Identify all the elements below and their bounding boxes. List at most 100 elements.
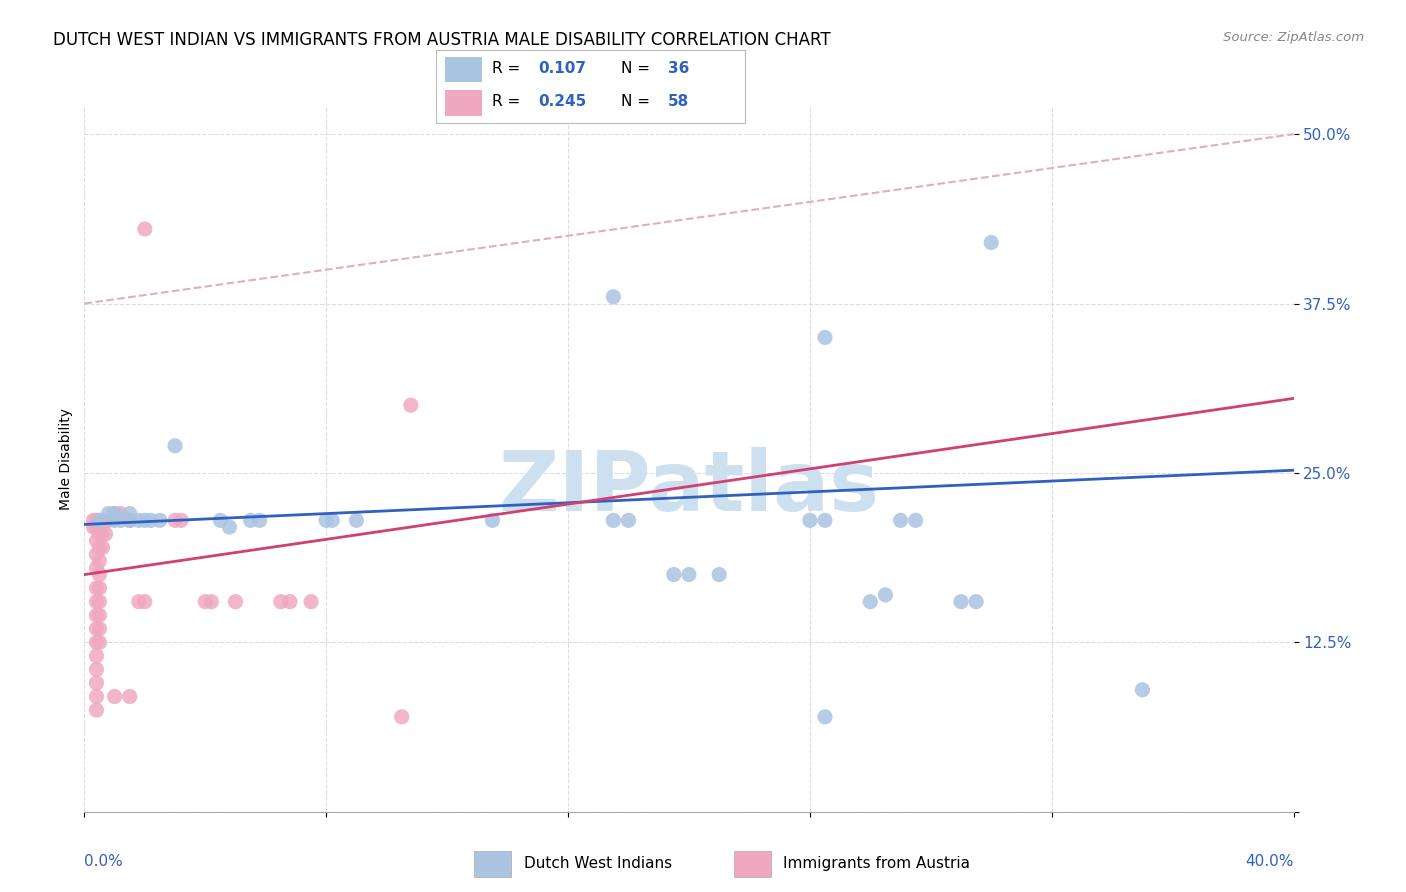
Point [104,513,127,527]
Point [128,513,150,527]
Text: 36: 36 [668,62,689,76]
Point [89,622,111,636]
Point [481,513,503,527]
Point [134,595,156,609]
Point [89,527,111,541]
Point [1130,682,1153,697]
Point [321,513,343,527]
Point [118,690,141,704]
Point [890,513,912,527]
Point [346,513,368,527]
Point [315,513,337,527]
Point [97,513,120,527]
Point [89,608,111,623]
Point [89,513,111,527]
Point [118,513,141,527]
Text: ZIPatlas: ZIPatlas [499,447,879,528]
Text: 58: 58 [668,94,689,109]
Point [134,513,156,527]
Point [128,595,150,609]
Point [82,520,104,534]
Point [104,507,127,521]
Y-axis label: Male Disability: Male Disability [59,409,73,510]
FancyBboxPatch shape [436,50,745,123]
Text: R =: R = [492,94,524,109]
Point [91,527,114,541]
Point [110,507,132,521]
Point [86,648,108,663]
Point [97,507,120,521]
Point [86,581,108,595]
Point [249,513,271,527]
Point [118,507,141,521]
Point [86,635,108,649]
Point [225,595,247,609]
Point [965,595,987,609]
Point [278,595,301,609]
Point [814,513,837,527]
Point [602,290,624,304]
Point [89,541,111,555]
Point [82,513,104,527]
Point [89,635,111,649]
Point [94,513,117,527]
FancyBboxPatch shape [734,851,770,877]
Point [94,527,117,541]
Point [218,520,240,534]
Point [165,439,187,453]
Point [110,513,132,527]
Point [209,513,232,527]
Text: R =: R = [492,62,524,76]
Point [89,554,111,568]
Point [86,513,108,527]
Point [814,710,837,724]
Point [617,513,640,527]
Point [89,567,111,582]
Point [165,513,187,527]
Point [399,398,422,412]
Point [950,595,973,609]
Point [139,513,162,527]
Text: DUTCH WEST INDIAN VS IMMIGRANTS FROM AUSTRIA MALE DISABILITY CORRELATION CHART: DUTCH WEST INDIAN VS IMMIGRANTS FROM AUS… [53,31,831,49]
Point [86,622,108,636]
Point [875,588,897,602]
Point [86,703,108,717]
Point [859,595,882,609]
Point [104,507,127,521]
Text: Dutch West Indians: Dutch West Indians [523,855,672,871]
Point [86,533,108,548]
FancyBboxPatch shape [474,851,512,877]
Text: Immigrants from Austria: Immigrants from Austria [783,855,970,871]
Point [270,595,292,609]
Point [86,595,108,609]
Point [799,513,821,527]
Point [86,662,108,676]
Point [814,330,837,344]
Point [91,513,114,527]
Point [980,235,1002,250]
Text: N =: N = [621,62,655,76]
Point [678,567,700,582]
Point [86,676,108,690]
Text: N =: N = [621,94,655,109]
Point [86,690,108,704]
Point [904,513,927,527]
Point [89,581,111,595]
Point [662,567,685,582]
Point [104,690,127,704]
Point [86,608,108,623]
Text: 0.0%: 0.0% [84,854,124,869]
Text: 40.0%: 40.0% [1246,854,1294,869]
Point [86,520,108,534]
Point [391,710,413,724]
FancyBboxPatch shape [446,90,482,116]
Point [91,541,114,555]
Point [239,513,262,527]
Point [86,561,108,575]
Point [89,513,111,527]
Point [134,222,156,236]
Point [118,513,141,527]
Text: 0.107: 0.107 [538,62,586,76]
Point [170,513,193,527]
Point [602,513,624,527]
